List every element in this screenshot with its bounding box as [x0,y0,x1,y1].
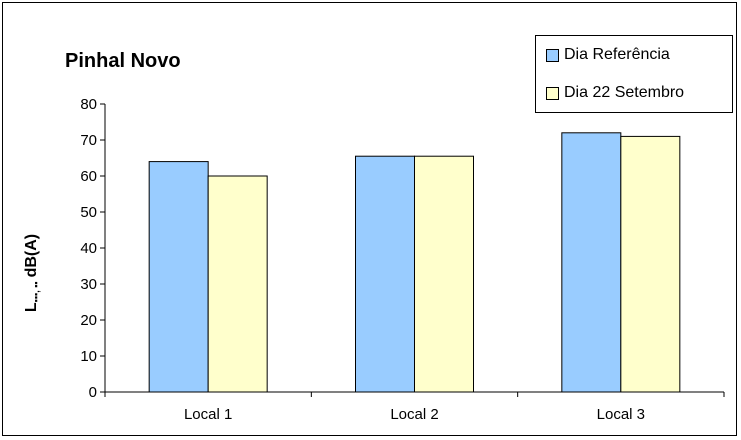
legend-label-0: Dia Referência [564,46,670,63]
y-tick-label-2: 20 [80,312,97,329]
legend-item-0: Dia Referência [546,44,670,66]
x-tick-label-2: Local 3 [597,406,645,423]
legend-item-1: Dia 22 Setembro [546,82,684,104]
y-tick-label-5: 50 [80,204,97,221]
bar-s0-c2 [561,132,622,393]
bar-s1-c2 [620,135,681,393]
x-tick-label-1: Local 2 [390,406,438,423]
chart-title: Pinhal Novo [65,50,181,72]
y-tick-label-6: 60 [80,168,97,185]
legend: Dia Referência Dia 22 Setembro [535,35,733,113]
y-tick-label-4: 40 [80,240,97,257]
legend-swatch-0 [546,48,559,62]
y-tick-label-7: 70 [80,132,97,149]
bar-s0-c1 [355,155,415,393]
y-tick-label-1: 10 [80,348,97,365]
y-tick-label-0: 0 [89,384,97,401]
bar-s1-c0 [207,175,268,393]
legend-label-1: Dia 22 Setembro [564,84,685,101]
bar-s1-c1 [414,155,474,393]
x-tick-label-0: Local 1 [184,406,232,423]
y-tick-label-8: 80 [80,96,97,113]
bar-s0-c0 [148,161,209,393]
legend-swatch-1 [546,86,559,100]
y-tick-label-3: 30 [80,276,97,293]
